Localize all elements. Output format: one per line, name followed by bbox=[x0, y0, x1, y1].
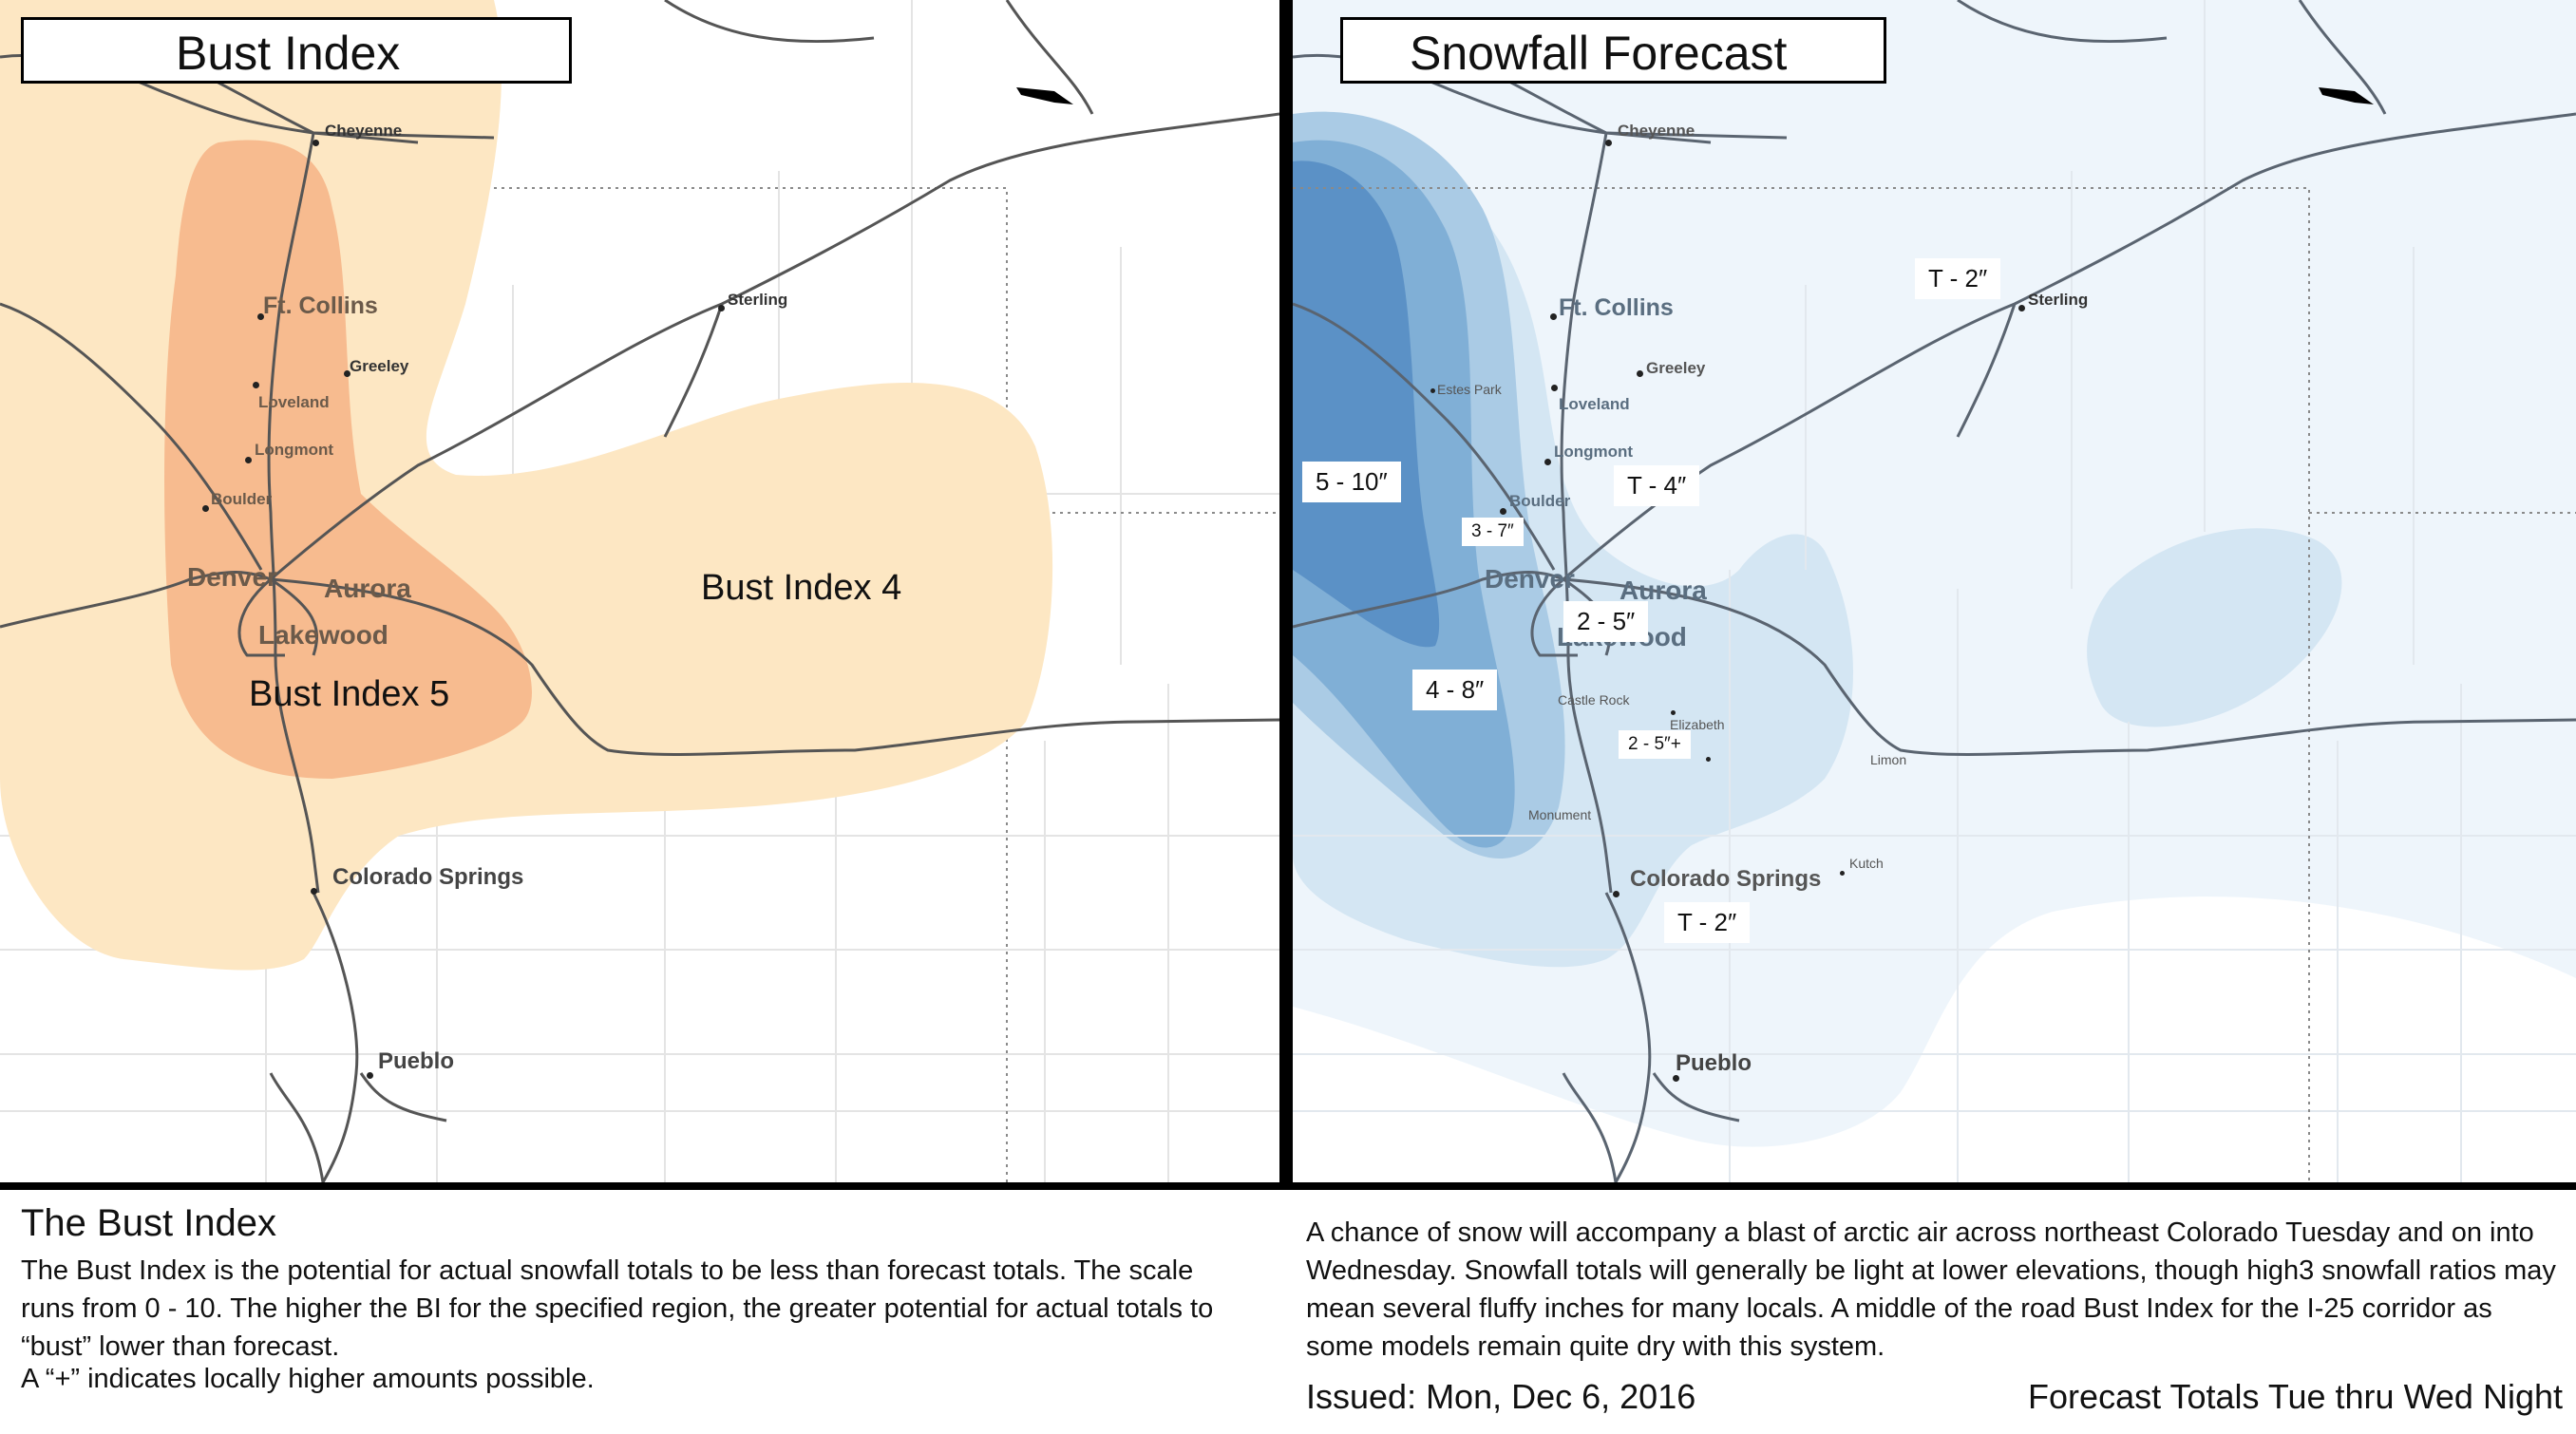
city-longmont: Longmont bbox=[1554, 443, 1634, 461]
city-dot bbox=[1605, 140, 1612, 146]
snow-amount-boulder-area: 3 - 7″ bbox=[1462, 518, 1524, 546]
snow-level-2b bbox=[2087, 528, 2342, 727]
bust-index-4-region bbox=[0, 0, 1053, 971]
city-dot bbox=[1671, 710, 1676, 715]
city-aurora: Aurora bbox=[1619, 575, 1707, 605]
city-dot bbox=[1550, 313, 1557, 320]
bust-index-4-label: Bust Index 4 bbox=[701, 568, 902, 608]
snow-amount-denver-metro: 2 - 5″ bbox=[1563, 601, 1649, 642]
snowfall-forecast-title: Snowfall Forecast bbox=[1340, 17, 1886, 84]
panel-divider bbox=[1279, 0, 1293, 1190]
city-dot bbox=[311, 888, 317, 895]
city-sterling: Sterling bbox=[2028, 291, 2089, 309]
city-dot bbox=[1500, 508, 1506, 515]
city-dot bbox=[344, 370, 350, 377]
city-elizabeth: Elizabeth bbox=[1670, 717, 1725, 732]
city-colorado-springs: Colorado Springs bbox=[1630, 866, 1822, 892]
city-denver: Denver bbox=[187, 562, 277, 592]
city-dot bbox=[1544, 459, 1551, 465]
snow-amount-sterling-area: T - 2″ bbox=[1915, 258, 2001, 299]
city-dot bbox=[718, 305, 725, 311]
city-dot bbox=[1551, 385, 1558, 391]
snow-amount-elizabeth-area: 2 - 5″+ bbox=[1619, 730, 1691, 759]
snowfall-map-canvas bbox=[1293, 0, 2576, 1182]
city-limon: Limon bbox=[1870, 752, 1907, 767]
bust-index-description: The Bust Index is the potential for actu… bbox=[21, 1255, 1214, 1362]
snow-level-5 bbox=[1293, 160, 1440, 648]
city-greeley: Greeley bbox=[350, 357, 409, 375]
city-ft-collins: Ft. Collins bbox=[1559, 294, 1674, 321]
bust-index-title: Bust Index bbox=[21, 17, 572, 84]
city-dot bbox=[245, 457, 252, 463]
bust-index-note: A “+” indicates locally higher amounts p… bbox=[21, 1364, 595, 1394]
bust-index-5-label: Bust Index 5 bbox=[249, 674, 450, 714]
city-aurora: Aurora bbox=[324, 574, 411, 603]
city-loveland: Loveland bbox=[258, 393, 330, 411]
city-dot bbox=[313, 140, 319, 146]
snow-level-2 bbox=[1293, 0, 2576, 503]
city-sterling: Sterling bbox=[728, 291, 788, 309]
snow-amount-springs-area: T - 2″ bbox=[1664, 902, 1751, 943]
city-denver: Denver bbox=[1485, 564, 1575, 594]
snow-amount-palmer-divide: 4 - 8″ bbox=[1412, 670, 1498, 710]
city-dot bbox=[1613, 891, 1619, 897]
bust-index-heading: The Bust Index bbox=[21, 1202, 277, 1244]
city-dot bbox=[1430, 388, 1435, 393]
city-pueblo: Pueblo bbox=[378, 1048, 455, 1074]
city-dot bbox=[1706, 757, 1711, 762]
issued-date: Issued: Mon, Dec 6, 2016 bbox=[1306, 1377, 1696, 1416]
city-greeley: Greeley bbox=[1646, 359, 1706, 377]
city-colorado-springs: Colorado Springs bbox=[332, 864, 524, 890]
bust-index-map: Bust Index Cheyenne Sterling Ft. Collins… bbox=[0, 0, 1279, 1182]
city-longmont: Longmont bbox=[255, 441, 334, 459]
city-castle-rock: Castle Rock bbox=[1558, 692, 1630, 708]
city-cheyenne: Cheyenne bbox=[1618, 122, 1695, 140]
snowfall-forecast-map: Snowfall Forecast Cheyenne Sterling Ft. … bbox=[1293, 0, 2576, 1182]
forecast-period: Forecast Totals Tue thru Wed Night bbox=[2028, 1377, 2563, 1416]
city-dot bbox=[257, 313, 264, 320]
reservoir-shape bbox=[1016, 87, 1073, 104]
city-pueblo: Pueblo bbox=[1676, 1050, 1752, 1076]
city-dot bbox=[1840, 871, 1845, 876]
footer-divider bbox=[0, 1182, 2576, 1190]
city-dot bbox=[367, 1072, 373, 1079]
forecast-description: A chance of snow will accompany a blast … bbox=[1306, 1217, 2556, 1362]
city-dot bbox=[253, 382, 259, 388]
reservoir-shape bbox=[2319, 87, 2374, 104]
city-dot bbox=[1673, 1075, 1679, 1082]
city-dot bbox=[2018, 305, 2025, 311]
city-estes-park: Estes Park bbox=[1437, 382, 1502, 397]
city-monument: Monument bbox=[1528, 807, 1592, 822]
city-boulder: Boulder bbox=[211, 490, 273, 508]
city-kutch: Kutch bbox=[1849, 856, 1884, 871]
city-lakewood: Lakewood bbox=[258, 620, 388, 650]
city-loveland: Loveland bbox=[1559, 395, 1630, 413]
city-cheyenne: Cheyenne bbox=[325, 122, 403, 140]
snow-amount-foothills: 5 - 10″ bbox=[1302, 462, 1401, 502]
bust-index-map-canvas bbox=[0, 0, 1279, 1182]
bust-index-5-region bbox=[164, 140, 532, 780]
city-dot bbox=[202, 505, 209, 512]
city-boulder: Boulder bbox=[1509, 492, 1571, 510]
city-dot bbox=[1637, 370, 1643, 377]
snow-amount-i25-north: T - 4″ bbox=[1614, 465, 1700, 506]
city-ft-collins: Ft. Collins bbox=[263, 292, 378, 319]
